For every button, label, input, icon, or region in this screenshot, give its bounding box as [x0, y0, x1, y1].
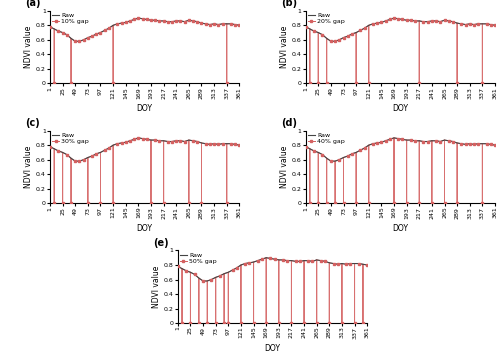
Y-axis label: NDVI value: NDVI value — [152, 266, 161, 308]
Text: (c): (c) — [26, 118, 40, 128]
X-axis label: DOY: DOY — [264, 344, 280, 353]
Y-axis label: NDVI value: NDVI value — [24, 146, 33, 188]
Legend: Raw, 30% gap: Raw, 30% gap — [52, 132, 90, 145]
Y-axis label: NDVI value: NDVI value — [280, 146, 289, 188]
X-axis label: DOY: DOY — [392, 224, 408, 233]
X-axis label: DOY: DOY — [136, 224, 152, 233]
Y-axis label: NDVI value: NDVI value — [24, 26, 33, 68]
Legend: Raw, 10% gap: Raw, 10% gap — [52, 12, 90, 25]
Legend: Raw, 50% gap: Raw, 50% gap — [179, 252, 218, 265]
Legend: Raw, 40% gap: Raw, 40% gap — [307, 132, 346, 145]
Text: (d): (d) — [281, 118, 297, 128]
Text: (b): (b) — [281, 0, 297, 8]
X-axis label: DOY: DOY — [392, 104, 408, 113]
X-axis label: DOY: DOY — [136, 104, 152, 113]
Y-axis label: NDVI value: NDVI value — [280, 26, 289, 68]
Text: (a): (a) — [26, 0, 41, 8]
Text: (e): (e) — [153, 238, 169, 248]
Legend: Raw, 20% gap: Raw, 20% gap — [307, 12, 346, 25]
